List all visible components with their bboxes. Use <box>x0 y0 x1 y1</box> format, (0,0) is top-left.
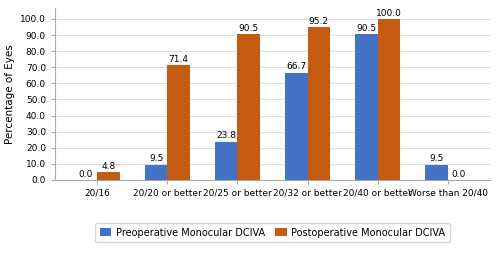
Text: 0.0: 0.0 <box>79 170 93 179</box>
Bar <box>378 19 400 180</box>
Text: 4.8: 4.8 <box>102 162 116 171</box>
Text: 9.5: 9.5 <box>149 154 164 163</box>
Text: 71.4: 71.4 <box>168 55 188 64</box>
Text: 90.5: 90.5 <box>238 24 258 33</box>
Text: 95.2: 95.2 <box>309 16 329 26</box>
Text: 90.5: 90.5 <box>356 24 376 33</box>
Text: 9.5: 9.5 <box>430 154 444 163</box>
Bar <box>168 65 190 180</box>
Bar <box>97 172 120 180</box>
Text: 66.7: 66.7 <box>286 62 306 71</box>
Bar <box>238 34 260 180</box>
Bar <box>285 72 308 180</box>
Text: 0.0: 0.0 <box>452 170 466 179</box>
Bar <box>145 165 168 180</box>
Bar <box>355 34 378 180</box>
Y-axis label: Percentage of Eyes: Percentage of Eyes <box>4 44 15 144</box>
Text: 23.8: 23.8 <box>216 132 236 141</box>
Bar <box>426 165 448 180</box>
Bar <box>215 142 238 180</box>
Text: 100.0: 100.0 <box>376 9 402 18</box>
Bar <box>308 27 330 180</box>
Legend: Preoperative Monocular DCIVA, Postoperative Monocular DCIVA: Preoperative Monocular DCIVA, Postoperat… <box>94 223 450 242</box>
